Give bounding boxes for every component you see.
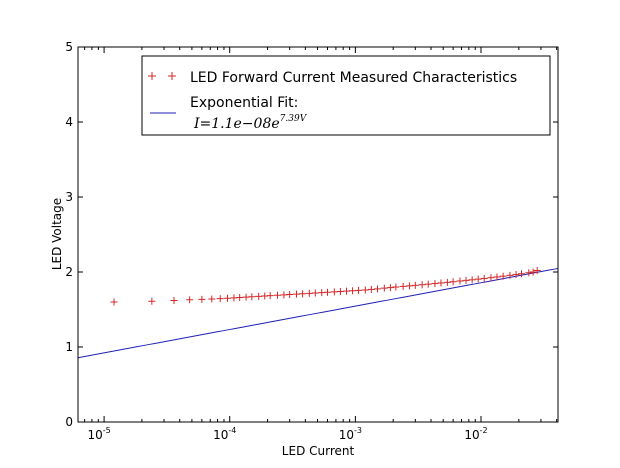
x-tick-label: 10-2 <box>464 426 487 442</box>
measured-point <box>216 295 224 303</box>
y-tick-label: 1 <box>65 340 73 354</box>
measured-point <box>474 275 482 283</box>
measured-point <box>462 276 470 284</box>
measured-point <box>148 297 156 305</box>
measured-point <box>349 287 357 295</box>
measured-point <box>355 286 363 294</box>
measured-point <box>480 274 488 282</box>
measured-point <box>406 282 414 290</box>
measured-point <box>110 298 118 306</box>
measured-point <box>367 285 375 293</box>
measured-point <box>533 267 541 274</box>
legend-fit-formula: I=1.1e−08e7.39V <box>193 114 308 132</box>
measured-point <box>342 287 350 295</box>
measured-point <box>198 295 206 303</box>
y-tick-label: 4 <box>65 115 73 129</box>
legend-marker-measured <box>148 72 176 80</box>
measured-point <box>517 270 525 278</box>
measured-point <box>323 288 331 296</box>
measured-point <box>208 295 216 303</box>
x-tick-label: 10-5 <box>87 426 110 442</box>
measured-point <box>418 281 426 289</box>
measured-point <box>236 294 244 301</box>
measured-point <box>311 289 319 297</box>
measured-point <box>373 285 381 293</box>
measured-point <box>437 279 445 287</box>
legend: LED Forward Current Measured Characteris… <box>141 55 551 136</box>
measured-point <box>248 293 256 301</box>
x-axis-label: LED Current <box>282 444 355 458</box>
measured-point <box>424 280 432 288</box>
formula-rhs: =1.1e−08e <box>200 116 280 132</box>
measured-point <box>487 274 495 282</box>
formula-lhs: I <box>193 116 200 132</box>
measured-point <box>299 290 307 298</box>
axis-ticks: 0 1 2 3 4 5 10-5 10-4 10-3 10-2 <box>65 40 558 442</box>
measured-point <box>525 269 533 277</box>
measured-point <box>512 271 520 279</box>
y-tick-label: 3 <box>65 190 73 204</box>
measured-point <box>266 292 274 300</box>
legend-label-fit: Exponential Fit: <box>190 95 298 111</box>
formula-exponent: 7.39V <box>280 114 308 124</box>
measured-point <box>361 286 369 294</box>
measured-point <box>506 271 514 279</box>
legend-label-measured: LED Forward Current Measured Characteris… <box>190 70 517 86</box>
measured-point <box>386 284 394 292</box>
measured-point <box>468 276 476 284</box>
measured-point <box>449 278 457 286</box>
y-tick-label: 0 <box>65 415 73 429</box>
measured-point <box>431 280 439 288</box>
y-axis-label: LED Voltage <box>50 198 64 270</box>
measured-point <box>186 296 194 304</box>
plot-clip-group <box>78 267 558 359</box>
x-tick-label: 10-3 <box>339 426 362 442</box>
measured-point <box>255 292 263 300</box>
measured-point <box>399 282 407 290</box>
measured-point <box>330 288 338 296</box>
measured-point <box>305 289 313 297</box>
measured-point <box>380 284 388 292</box>
fit-line <box>78 267 558 359</box>
legend-box <box>141 55 551 136</box>
measured-point <box>336 288 344 295</box>
measured-point <box>443 278 451 286</box>
measured-point <box>273 291 281 299</box>
measured-point <box>293 290 301 298</box>
y-tick-label: 5 <box>65 40 73 54</box>
y-tick-label: 2 <box>65 265 73 279</box>
measured-point <box>286 291 294 298</box>
measured-point <box>499 272 507 280</box>
measured-point <box>170 297 178 304</box>
plot-area <box>78 267 558 359</box>
measured-point <box>411 281 419 289</box>
measured-point <box>223 294 231 302</box>
measured-point <box>392 283 400 291</box>
measured-point <box>456 277 464 285</box>
measured-point <box>529 268 537 276</box>
x-tick-label: 10-4 <box>213 426 236 442</box>
measured-point <box>493 273 501 281</box>
